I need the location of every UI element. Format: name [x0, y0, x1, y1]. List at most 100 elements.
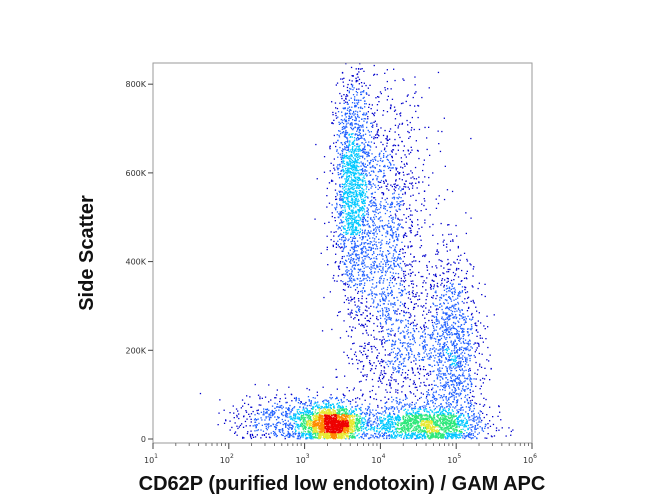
data-point — [389, 128, 392, 130]
data-point — [358, 437, 360, 439]
data-point — [422, 393, 424, 395]
data-point — [344, 284, 347, 286]
data-point — [450, 314, 452, 316]
data-point — [469, 369, 471, 372]
data-point — [354, 301, 356, 303]
data-point — [476, 422, 478, 424]
data-point — [418, 373, 421, 375]
data-point — [450, 288, 452, 290]
data-point — [436, 326, 438, 328]
data-point — [452, 343, 455, 345]
data-point — [446, 403, 448, 405]
data-point — [392, 340, 394, 342]
data-point — [352, 258, 355, 260]
data-point — [295, 396, 297, 399]
data-point — [358, 283, 361, 285]
data-point — [473, 405, 475, 407]
data-point — [457, 364, 460, 367]
data-point — [410, 246, 412, 248]
data-point — [378, 376, 380, 379]
data-point — [458, 408, 460, 411]
data-point — [367, 196, 369, 198]
data-point — [345, 438, 347, 440]
data-point — [384, 354, 386, 356]
data-point — [374, 205, 376, 207]
data-point — [281, 418, 283, 421]
data-point — [458, 377, 460, 379]
data-point — [455, 347, 457, 349]
data-point — [368, 94, 370, 96]
data-point — [410, 280, 412, 282]
data-point — [407, 186, 409, 188]
data-point — [270, 432, 272, 434]
data-point — [411, 149, 413, 151]
data-point — [260, 417, 262, 419]
data-point — [363, 365, 365, 367]
data-point — [255, 426, 257, 428]
data-point — [464, 401, 466, 403]
data-point — [415, 91, 417, 93]
data-point — [307, 396, 310, 398]
data-point — [360, 352, 362, 354]
data-point — [467, 332, 469, 334]
data-point — [353, 237, 355, 239]
data-point — [354, 139, 356, 141]
data-point — [445, 358, 448, 360]
data-point — [355, 117, 357, 120]
data-point — [299, 402, 301, 405]
data-point — [417, 219, 419, 221]
data-point — [348, 299, 350, 301]
data-point — [407, 264, 409, 266]
data-point — [376, 424, 378, 426]
data-point — [364, 139, 366, 141]
data-point — [389, 279, 392, 282]
data-point — [468, 397, 471, 399]
data-point — [423, 254, 425, 257]
data-point — [428, 261, 430, 263]
data-point — [344, 197, 346, 199]
data-point — [445, 385, 447, 387]
data-point — [386, 69, 388, 71]
data-point — [442, 378, 444, 380]
data-point — [250, 430, 252, 432]
data-point — [382, 280, 385, 282]
data-point — [422, 181, 424, 183]
data-point — [357, 264, 359, 266]
data-point — [453, 317, 455, 319]
data-point — [415, 178, 418, 180]
data-point — [381, 243, 383, 245]
data-point — [449, 282, 452, 284]
data-point — [453, 307, 455, 309]
data-point — [442, 311, 444, 313]
data-point — [285, 416, 288, 418]
data-point — [361, 236, 363, 238]
data-point — [262, 430, 265, 432]
data-point — [417, 150, 419, 152]
data-point — [274, 416, 276, 418]
data-point — [368, 183, 370, 185]
data-point — [254, 414, 256, 416]
data-point — [278, 430, 280, 432]
data-point — [353, 264, 355, 266]
data-point — [274, 426, 277, 429]
data-point — [332, 114, 334, 116]
data-point — [390, 264, 392, 266]
data-point — [478, 432, 480, 434]
data-point — [353, 110, 355, 113]
data-point — [439, 376, 441, 378]
data-point — [356, 397, 359, 399]
data-point — [346, 399, 348, 401]
data-point — [377, 404, 379, 407]
data-point — [351, 225, 354, 227]
data-point — [352, 411, 354, 413]
data-point — [365, 412, 368, 414]
data-point — [464, 366, 466, 368]
data-point — [305, 436, 307, 439]
data-point — [412, 185, 414, 187]
data-point — [387, 317, 389, 319]
data-point — [325, 406, 327, 408]
data-point — [409, 391, 411, 393]
data-point — [362, 354, 364, 356]
data-point — [370, 427, 373, 429]
data-point — [364, 290, 366, 292]
